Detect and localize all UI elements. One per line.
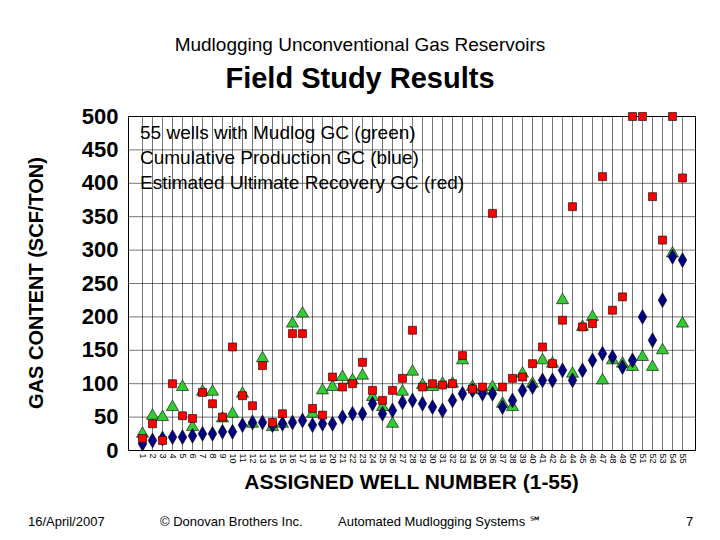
- html-text:GAS CONTENT (SCF/TON): GAS CONTENT (SCF/TON): [24, 157, 47, 409]
- svg-text:400: 400: [82, 170, 119, 195]
- svg-text:30: 30: [428, 454, 438, 464]
- svg-text:11: 11: [238, 454, 248, 463]
- svg-text:40: 40: [528, 454, 538, 464]
- svg-text:54: 54: [668, 454, 678, 464]
- svg-text:9: 9: [218, 454, 228, 459]
- svg-text:29: 29: [418, 454, 428, 464]
- svg-text:27: 27: [398, 454, 408, 464]
- svg-text:38: 38: [508, 454, 518, 464]
- svg-text:0: 0: [106, 438, 118, 463]
- svg-text:14: 14: [268, 454, 278, 464]
- svg-text:250: 250: [82, 271, 119, 296]
- svg-text:48: 48: [608, 454, 618, 464]
- svg-text:45: 45: [578, 454, 588, 464]
- svg-text:35: 35: [478, 454, 488, 464]
- svg-text:12: 12: [248, 454, 258, 464]
- svg-text:47: 47: [598, 454, 608, 464]
- svg-text:24: 24: [368, 454, 378, 464]
- svg-text:22: 22: [348, 454, 358, 464]
- svg-text:450: 450: [82, 137, 119, 162]
- svg-text:52: 52: [648, 454, 658, 464]
- svg-text:5: 5: [178, 454, 188, 459]
- svg-text:39: 39: [518, 454, 528, 464]
- svg-text:53: 53: [658, 454, 668, 464]
- svg-text:15: 15: [278, 454, 288, 464]
- svg-text:31: 31: [438, 454, 448, 464]
- svg-text:49: 49: [618, 454, 628, 464]
- svg-text:1: 1: [138, 454, 148, 459]
- svg-text:42: 42: [548, 454, 558, 464]
- svg-text:13: 13: [258, 454, 268, 464]
- svg-text:50: 50: [628, 454, 638, 464]
- svg-text:150: 150: [82, 337, 119, 362]
- svg-text:44: 44: [568, 454, 578, 464]
- svg-text:3: 3: [158, 454, 168, 459]
- svg-text:36: 36: [488, 454, 498, 464]
- svg-text:51: 51: [638, 454, 648, 464]
- svg-text:17: 17: [298, 454, 308, 464]
- svg-text:20: 20: [328, 454, 338, 464]
- svg-text:500: 500: [82, 104, 119, 129]
- svg-text:100: 100: [82, 371, 119, 396]
- html-text:Cumulative Production GC (blue: Cumulative Production GC (blue): [140, 147, 419, 168]
- svg-text:8: 8: [208, 454, 218, 459]
- svg-text:32: 32: [448, 454, 458, 464]
- html-text:ASSIGNED WELL NUMBER (1-55): ASSIGNED WELL NUMBER (1-55): [244, 470, 579, 493]
- html-text:Field Study Results: Field Study Results: [225, 62, 495, 94]
- html-text:Mudlogging Unconventional Gas: Mudlogging Unconventional Gas Reservoirs: [174, 34, 546, 55]
- svg-text:28: 28: [408, 454, 418, 464]
- svg-text:18: 18: [308, 454, 318, 464]
- svg-text:7: 7: [198, 454, 208, 459]
- svg-text:43: 43: [558, 454, 568, 464]
- html-text:Automated Mudlogging Systems ℠: Automated Mudlogging Systems ℠: [338, 514, 542, 529]
- html-text:7: 7: [686, 514, 694, 529]
- svg-text:2: 2: [148, 454, 158, 459]
- svg-text:16: 16: [288, 454, 298, 464]
- svg-text:33: 33: [458, 454, 468, 464]
- svg-text:41: 41: [538, 454, 548, 464]
- svg-text:300: 300: [82, 237, 119, 262]
- html-text:Estimated Ultimate Recovery GC: Estimated Ultimate Recovery GC (red): [140, 172, 465, 193]
- svg-text:6: 6: [188, 454, 198, 459]
- svg-text:26: 26: [388, 454, 398, 464]
- svg-text:19: 19: [318, 454, 328, 464]
- svg-text:34: 34: [468, 454, 478, 464]
- svg-text:46: 46: [588, 454, 598, 464]
- svg-text:350: 350: [82, 204, 119, 229]
- html-text:© Donovan Brothers Inc.: © Donovan Brothers Inc.: [160, 514, 303, 529]
- svg-text:4: 4: [168, 454, 178, 459]
- html-text:16/April/2007: 16/April/2007: [28, 514, 105, 529]
- svg-text:50: 50: [94, 404, 118, 429]
- svg-text:200: 200: [82, 304, 119, 329]
- svg-text:23: 23: [358, 454, 368, 464]
- svg-text:55: 55: [678, 454, 688, 464]
- svg-text:10: 10: [228, 454, 238, 464]
- svg-text:25: 25: [378, 454, 388, 464]
- svg-text:21: 21: [338, 454, 348, 464]
- svg-text:37: 37: [498, 454, 508, 464]
- html-text:55 wells with Mudlog GC (green: 55 wells with Mudlog GC (green): [140, 122, 416, 143]
